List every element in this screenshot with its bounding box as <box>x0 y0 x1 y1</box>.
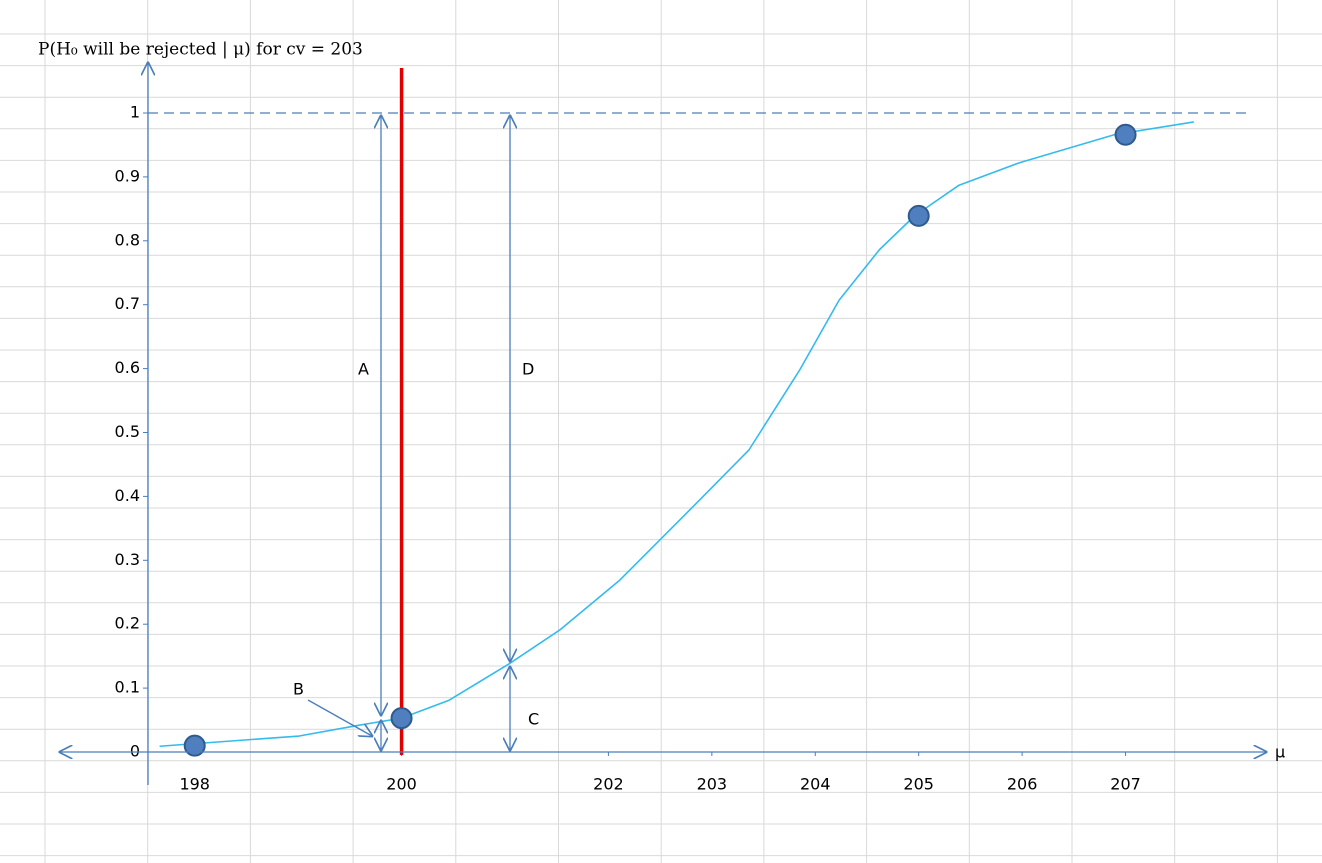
y-tick-label: 0.7 <box>115 294 140 313</box>
annotation: B <box>293 680 304 699</box>
y-tick-label: 0.2 <box>115 614 140 633</box>
x-tick-label: 207 <box>1110 775 1141 794</box>
point <box>390 707 413 730</box>
curve <box>159 121 1194 748</box>
annotation: D <box>522 360 534 379</box>
y-tick-label: 0.1 <box>115 678 140 697</box>
plot: 0 0.1 0.2 0.3 0.4 0.5 0.6 0.7 0.8 0.9 1 198 200 202 20… <box>115 68 1248 794</box>
x-tick-label: 203 <box>697 775 728 794</box>
y-tick-label: 0 <box>130 742 140 761</box>
y-tick-label: 0.5 <box>115 422 140 441</box>
chart-title: P(H₀ will be rejected | μ) for cv = 203 <box>38 40 363 60</box>
x-tick-label: 204 <box>800 775 831 794</box>
x-tick-label: 200 <box>386 775 417 794</box>
y-tick-label: 0.6 <box>115 358 140 377</box>
x-tick-label: 206 <box>1007 775 1038 794</box>
y-tick-label: 0.4 <box>115 486 140 505</box>
annotation-arrows <box>60 63 1266 785</box>
x-axis-label: μ <box>1275 743 1285 762</box>
point <box>907 204 930 227</box>
x-tick-label: 202 <box>593 775 624 794</box>
y-tick-label: 0.8 <box>115 230 140 249</box>
y-tick-label: 0.3 <box>115 550 140 569</box>
y-tick-label: 1 <box>130 103 140 122</box>
annotation: C <box>528 710 539 729</box>
x-tick-label: 198 <box>179 775 210 794</box>
pointer-b <box>307 699 372 736</box>
annotation: A <box>358 360 369 379</box>
y-tick-label: 0.9 <box>115 166 140 185</box>
x-tick-label: 205 <box>903 775 934 794</box>
point <box>1114 123 1137 146</box>
